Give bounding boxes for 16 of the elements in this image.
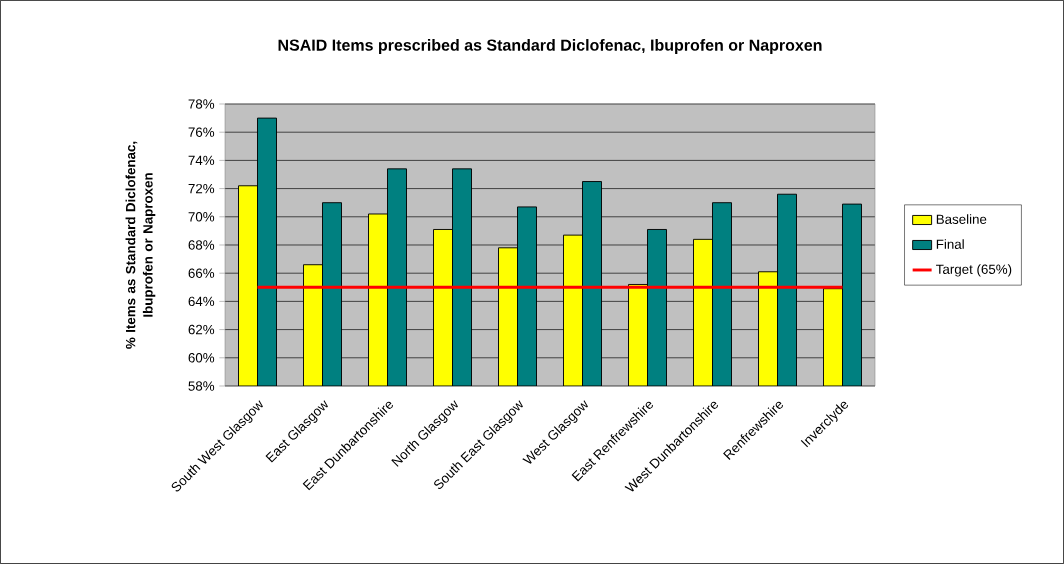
legend-label: Baseline: [936, 214, 987, 224]
y-tick-label: 64%: [188, 296, 215, 307]
legend-label: Final: [936, 239, 964, 249]
y-tick-label: 60%: [188, 353, 215, 363]
y-tick-label: 78%: [188, 99, 215, 109]
legend-label: Target (65%): [936, 264, 1012, 277]
y-tick-label: 70%: [188, 212, 215, 222]
y-axis-title: % Items as Standard Diclofenac, Ibuprofen or Naproxen: [125, 141, 156, 349]
y-tick-label: 74%: [188, 155, 215, 166]
chart-title: NSAID Items prescribed as Standard Diclofenac, Ibuprofen or Naproxen: [278, 39, 822, 54]
y-tick-label: 72%: [188, 183, 215, 194]
y-tick-label: 68%: [188, 240, 215, 250]
y-tick-label: 58%: [188, 381, 215, 391]
y-tick-label: 66%: [188, 268, 215, 278]
y-tick-label: 76%: [188, 127, 215, 137]
y-tick-label: 62%: [188, 324, 215, 335]
